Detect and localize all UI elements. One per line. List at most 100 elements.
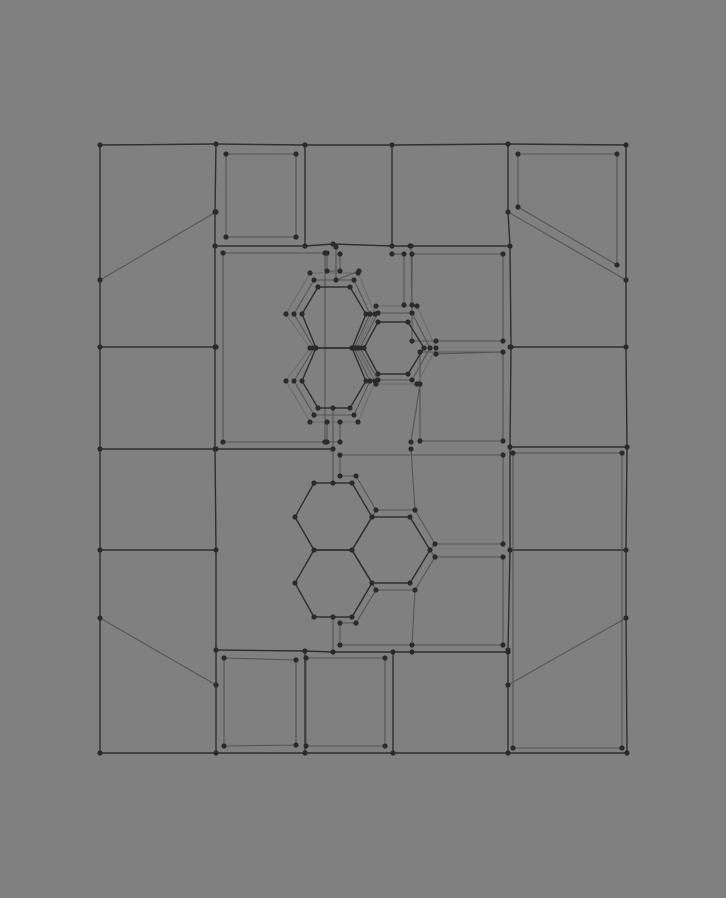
mesh-vertex[interactable] [500, 349, 506, 355]
mesh-vertex[interactable] [427, 547, 433, 553]
mesh-vertex[interactable] [283, 378, 289, 384]
mesh-vertex[interactable] [623, 615, 629, 621]
mesh-vertex[interactable] [390, 750, 396, 756]
mesh-vertex[interactable] [220, 250, 226, 256]
mesh-vertex[interactable] [409, 310, 415, 316]
mesh-vertex[interactable] [409, 377, 415, 383]
mesh-vertex[interactable] [223, 234, 229, 240]
mesh-vertex[interactable] [389, 243, 395, 249]
mesh-vertex[interactable] [405, 319, 411, 325]
mesh-vertex[interactable] [292, 580, 298, 586]
mesh-vertex[interactable] [330, 405, 336, 411]
mesh-vertex[interactable] [307, 419, 313, 425]
mesh-vertex[interactable] [367, 378, 373, 384]
mesh-vertex[interactable] [417, 381, 423, 387]
mesh-vertex[interactable] [505, 209, 511, 215]
mesh-vertex[interactable] [507, 547, 513, 553]
mesh-vertex[interactable] [367, 311, 373, 317]
mesh-vertex[interactable] [324, 268, 330, 274]
mesh-vertex[interactable] [333, 244, 339, 250]
mesh-vertex[interactable] [307, 345, 313, 351]
mesh-vertex[interactable] [299, 311, 305, 317]
mesh-vertex[interactable] [619, 450, 625, 456]
mesh-vertex[interactable] [337, 452, 343, 458]
mesh-vertex[interactable] [408, 446, 414, 452]
mesh-vertex[interactable] [213, 344, 219, 350]
mesh-vertex[interactable] [417, 349, 423, 355]
mesh-vertex[interactable] [213, 750, 219, 756]
mesh-vertex[interactable] [507, 243, 513, 249]
mesh-vertex[interactable] [409, 649, 415, 655]
mesh-vertex[interactable] [97, 277, 103, 283]
mesh-vertex[interactable] [97, 547, 103, 553]
mesh-vertex[interactable] [349, 547, 355, 553]
mesh-vertex[interactable] [408, 439, 414, 445]
mesh-vertex[interactable] [409, 302, 415, 308]
mesh-vertex[interactable] [500, 554, 506, 560]
mesh-vertex[interactable] [330, 614, 336, 620]
mesh-vertex[interactable] [349, 480, 355, 486]
mesh-vertex[interactable] [330, 446, 336, 452]
mesh-vertex[interactable] [505, 141, 511, 147]
mesh-vertex[interactable] [313, 345, 319, 351]
mesh-vertex[interactable] [337, 473, 343, 479]
mesh-vertex[interactable] [375, 319, 381, 325]
mesh-vertex[interactable] [307, 270, 313, 276]
mesh-vertex[interactable] [97, 344, 103, 350]
mesh-vertex[interactable] [500, 251, 506, 257]
mesh-vertex[interactable] [221, 743, 227, 749]
mesh-vertex[interactable] [500, 452, 506, 458]
mesh-vertex[interactable] [412, 507, 418, 513]
mesh-vertex[interactable] [315, 405, 321, 411]
mesh-vertex[interactable] [293, 742, 299, 748]
mesh-vertex[interactable] [623, 142, 629, 148]
mesh-vertex[interactable] [337, 642, 343, 648]
mesh-vertex[interactable] [409, 642, 415, 648]
mesh-vertex[interactable] [623, 344, 629, 350]
mesh-vertex[interactable] [351, 412, 357, 418]
mesh-vertex[interactable] [330, 480, 336, 486]
mesh-vertex[interactable] [624, 444, 630, 450]
mesh-vertex[interactable] [433, 338, 439, 344]
mesh-vertex[interactable] [507, 344, 513, 350]
mesh-vertex[interactable] [427, 345, 433, 351]
mesh-vertex[interactable] [349, 614, 355, 620]
mesh-vertex[interactable] [333, 277, 339, 283]
mesh-vertex[interactable] [389, 142, 395, 148]
mesh-vertex[interactable] [293, 151, 299, 157]
mesh-vertex[interactable] [375, 377, 381, 383]
mesh-vertex[interactable] [369, 580, 375, 586]
mesh-vertex[interactable] [315, 284, 321, 290]
mesh-vertex[interactable] [505, 682, 511, 688]
mesh-vertex[interactable] [373, 587, 379, 593]
mesh-vertex[interactable] [407, 580, 413, 586]
mesh-vertex[interactable] [311, 412, 317, 418]
mesh-vertex[interactable] [401, 302, 407, 308]
mesh-vertex[interactable] [500, 541, 506, 547]
mesh-vertex[interactable] [355, 419, 361, 425]
mesh-vertex[interactable] [356, 268, 362, 274]
mesh-vertex[interactable] [212, 243, 218, 249]
mesh-vertex[interactable] [324, 419, 330, 425]
mesh-vertex[interactable] [357, 345, 363, 351]
mesh-vertex[interactable] [213, 647, 219, 653]
mesh-vertex[interactable] [337, 419, 343, 425]
mesh-vertex[interactable] [375, 371, 381, 377]
mesh-vertex[interactable] [417, 438, 423, 444]
mesh-vertex[interactable] [347, 284, 353, 290]
mesh-vertex[interactable] [303, 743, 309, 749]
mesh-vertex[interactable] [302, 243, 308, 249]
mesh-vertex[interactable] [311, 480, 317, 486]
mesh-vertex[interactable] [337, 251, 343, 257]
mesh-vertex[interactable] [401, 251, 407, 257]
mesh-vertex[interactable] [361, 345, 367, 351]
mesh-vertex[interactable] [223, 151, 229, 157]
mesh-vertex[interactable] [515, 204, 521, 210]
mesh-vertex[interactable] [213, 682, 219, 688]
mesh-vertex[interactable] [347, 405, 353, 411]
mesh-vertex[interactable] [623, 277, 629, 283]
mesh-vertex[interactable] [363, 311, 369, 317]
mesh-vertex[interactable] [409, 251, 415, 257]
